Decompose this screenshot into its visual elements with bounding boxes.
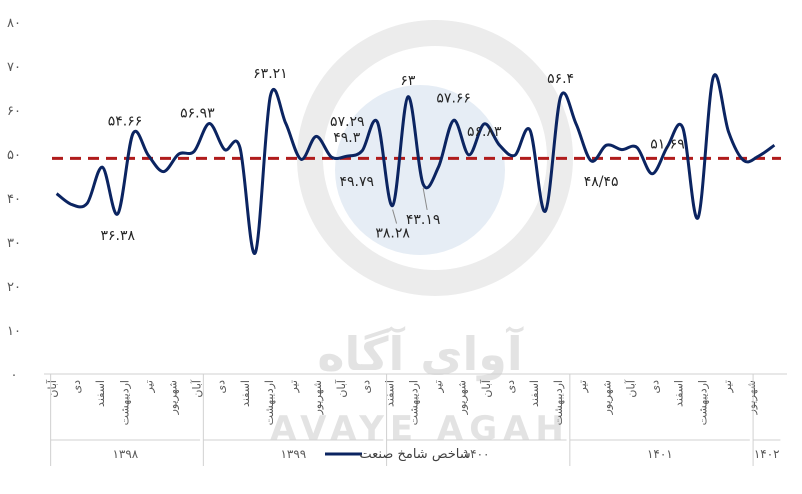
x-tick-label: تیر <box>287 380 300 393</box>
data-label: ۴۹.۳ <box>333 130 360 146</box>
data-label: ۳۶.۳۸ <box>100 228 135 244</box>
data-label: ۳۸.۲۸ <box>375 226 410 242</box>
label-leader-line <box>392 209 398 224</box>
x-tick-label: شهریور <box>600 380 613 415</box>
x-tick-label: شهریور <box>167 380 180 415</box>
x-tick-label: تیر <box>721 380 734 393</box>
data-label: ۶۳ <box>400 73 416 89</box>
x-tick-label: تیر <box>432 380 445 393</box>
data-label: ۴۹.۷۹ <box>340 174 375 190</box>
legend: شاخص شامخ صنعت <box>325 447 471 462</box>
y-tick-label: ۷۰ <box>7 60 21 75</box>
x-tick-label: اسفند <box>528 380 541 407</box>
data-label: ۵۱.۶۹ <box>650 137 685 153</box>
data-label: ۵۶.۴ <box>547 71 574 87</box>
y-tick-label: ۳۰ <box>7 236 21 251</box>
x-tick-label: اسفند <box>239 380 252 407</box>
x-tick-label: دی <box>649 380 662 394</box>
x-tick-label: اردیبهشت <box>552 380 565 425</box>
axes: ۰ ۱۰ ۲۰ ۳۰ ۴۰ ۵۰ ۶۰ ۷۰ ۸۰ آبان دی اسفند اردیبهشت تیر ش… <box>7 16 787 466</box>
x-tick-label: دی <box>504 380 517 394</box>
series-line <box>55 73 776 255</box>
watermark-text-en: AVAYE AGAH <box>270 409 570 449</box>
x-tick-label: دی <box>70 380 83 394</box>
data-labels: ۳۶.۳۸ ۵۴.۶۶ ۵۶.۹۳ ۶۳.۲۱ ۴۹.۳ ۴۹.۷۹ ۵۷.۲۹ ۳۸.۲۸ ۶… <box>100 66 684 244</box>
x-tick-label: آبان <box>334 379 348 397</box>
x-tick-label: آبان <box>479 379 493 397</box>
y-tick-label: ۲۰ <box>7 280 21 295</box>
y-tick-label: ۸۰ <box>7 16 21 31</box>
data-label: ۵۶.۹۳ <box>180 106 215 122</box>
data-label: ۵۶.۸۳ <box>467 124 502 140</box>
x-tick-label: شهریور <box>311 380 324 415</box>
x-tick-label: شهریور <box>456 380 469 415</box>
x-tick-label: اسفند <box>673 380 686 407</box>
series-group <box>55 73 776 255</box>
x-tick-label: دی <box>215 380 228 394</box>
x-tick-label: دی <box>359 380 372 394</box>
y-tick-label: ۴۰ <box>7 192 21 207</box>
x-tick-label: اسفند <box>383 380 396 407</box>
label-leader-line <box>422 187 428 211</box>
x-tick-label: تیر <box>142 380 155 393</box>
y-tick-label: ۶۰ <box>7 104 21 119</box>
x-tick-label: اردیبهشت <box>408 380 421 425</box>
watermark-text-fa: آوای آگاه <box>317 326 523 381</box>
year-label: ۱۳۹۸ <box>112 447 138 461</box>
data-label: ۵۷.۶۶ <box>436 90 471 106</box>
data-label: ۵۴.۶۶ <box>108 113 143 129</box>
x-tick-label: اردیبهشت <box>118 380 131 425</box>
year-label: ۱۳۹۹ <box>280 447 306 461</box>
x-tick-label: اردیبهشت <box>697 380 710 425</box>
x-tick-label: آبان <box>623 379 637 397</box>
y-tick-label: ۵۰ <box>7 148 21 163</box>
y-tick-label: ۱۰ <box>7 324 21 339</box>
data-label: ۶۳.۲۱ <box>253 66 288 82</box>
year-label: ۱۴۰۱ <box>647 447 673 461</box>
x-tick-label: اسفند <box>94 380 107 407</box>
legend-label: شاخص شامخ صنعت <box>359 447 470 462</box>
x-tick-label: شهریور <box>745 380 758 415</box>
year-label: ۱۴۰۲ <box>754 447 780 461</box>
x-tick-label: اردیبهشت <box>263 380 276 425</box>
data-label: ۴۸/۴۵ <box>584 174 619 190</box>
data-label: ۴۳.۱۹ <box>406 212 441 228</box>
x-tick-label: آبان <box>190 379 204 397</box>
x-tick-label: آبان <box>45 379 59 397</box>
data-label: ۵۷.۲۹ <box>330 114 365 130</box>
year-label: ۱۴۰۰ <box>464 447 490 461</box>
y-tick-label: ۰ <box>11 368 18 383</box>
x-tick-label: تیر <box>576 380 589 393</box>
